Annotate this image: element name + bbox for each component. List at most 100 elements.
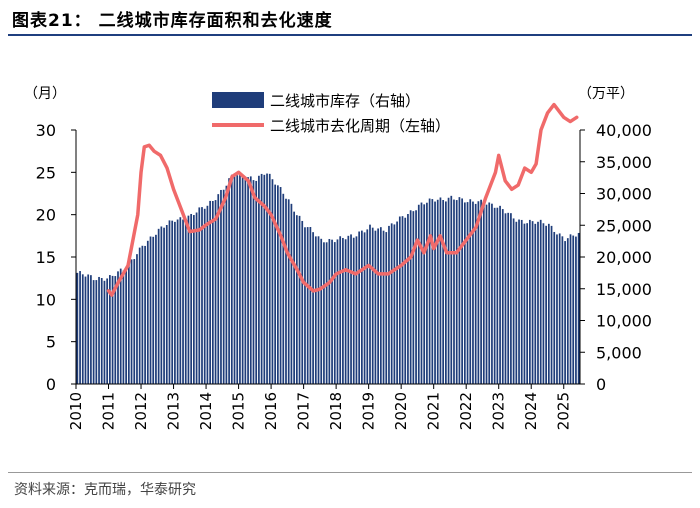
inventory-bar [76,272,79,385]
x-tick-label: 2020 [392,392,410,430]
inventory-bar [176,219,179,384]
inventory-bar [556,234,558,384]
inventory-bar [252,180,255,384]
inventory-bar [539,219,542,384]
inventory-bar [382,230,385,384]
x-tick-label: 2011 [100,392,118,430]
inventory-bar [336,239,339,384]
inventory-bar [388,225,390,384]
inventory-bar [193,215,195,384]
inventory-bar [306,227,309,384]
inventory-bar [258,175,260,384]
inventory-bar [398,216,401,384]
inventory-bar [434,201,436,384]
right-tick-label: 30,000 [596,185,652,204]
right-tick-label: 0 [596,375,606,394]
inventory-bar [431,199,434,384]
inventory-bar [171,220,174,384]
inventory-bar [458,197,461,384]
inventory-bar [149,236,152,384]
inventory-bar [442,200,445,384]
x-tick-label: 2017 [295,392,313,430]
inventory-bar [236,175,239,384]
left-tick-label: 15 [36,248,56,267]
inventory-bar [295,215,298,384]
inventory-bar [417,204,420,384]
inventory-bar [222,189,225,384]
inventory-bar [553,231,556,384]
inventory-bar [453,199,455,384]
left-tick-label: 20 [36,206,56,225]
inventory-bar [577,232,580,384]
inventory-bar [393,224,396,384]
inventory-bar [507,212,510,384]
inventory-bar [499,205,501,384]
inventory-bar [447,197,450,384]
inventory-bar [358,231,361,384]
inventory-bar [122,270,125,384]
inventory-bar [520,219,523,384]
inventory-bar [266,173,268,384]
inventory-bar [339,236,342,384]
inventory-bar [385,232,388,384]
inventory-bar [314,236,317,384]
x-tick-label: 2015 [230,392,248,430]
inventory-bar [412,211,415,384]
inventory-bar [260,173,263,384]
inventory-bar [463,202,466,384]
inventory-bar [325,242,328,384]
inventory-bar [531,221,534,384]
inventory-bar [347,235,350,384]
inventory-bar [561,236,564,384]
inventory-bar [396,221,398,384]
inventory-bar [95,280,98,384]
inventory-bar [474,203,477,384]
inventory-bar [157,228,160,384]
inventory-bar [547,223,550,384]
inventory-bar [136,254,138,384]
inventory-bar [268,173,271,384]
inventory-bar [160,226,163,384]
inventory-bar [144,245,146,384]
inventory-bar [293,211,295,384]
inventory-bar [230,174,233,384]
inventory-bar [165,225,168,384]
inventory-bar [217,194,220,384]
inventory-bar [206,205,209,384]
inventory-bar [312,232,314,384]
inventory-bar [331,239,333,384]
inventory-bar [239,173,241,384]
inventory-bar [152,236,155,384]
inventory-bar [371,227,374,384]
inventory-bar [350,234,352,384]
inventory-bar [428,198,431,384]
inventory-bar [282,193,285,384]
x-tick-label: 2013 [165,392,183,430]
inventory-bar [211,201,214,384]
legend-label-bar: 二线城市库存（右轴） [270,92,420,110]
inventory-bar [504,213,507,384]
inventory-bar [103,280,106,384]
inventory-bar [201,207,203,384]
inventory-bar [423,204,426,384]
inventory-bar [436,199,439,384]
inventory-bar [244,179,247,384]
inventory-bar [445,201,447,384]
inventory-bar [575,236,577,384]
inventory-bar [255,180,258,384]
inventory-bar [298,215,301,384]
inventory-bar [390,223,393,384]
line-series-layer [106,102,579,297]
inventory-bar [247,177,249,384]
inventory-bar [133,259,136,384]
inventory-bar [415,210,417,384]
inventory-bar [304,227,306,384]
inventory-bar [90,275,92,384]
inventory-bar [98,276,100,384]
inventory-bar [138,247,141,384]
inventory-bar [361,230,363,384]
inventory-bar [420,202,423,384]
inventory-bar [469,199,472,384]
inventory-bar [472,201,474,384]
inventory-bar [545,225,547,384]
